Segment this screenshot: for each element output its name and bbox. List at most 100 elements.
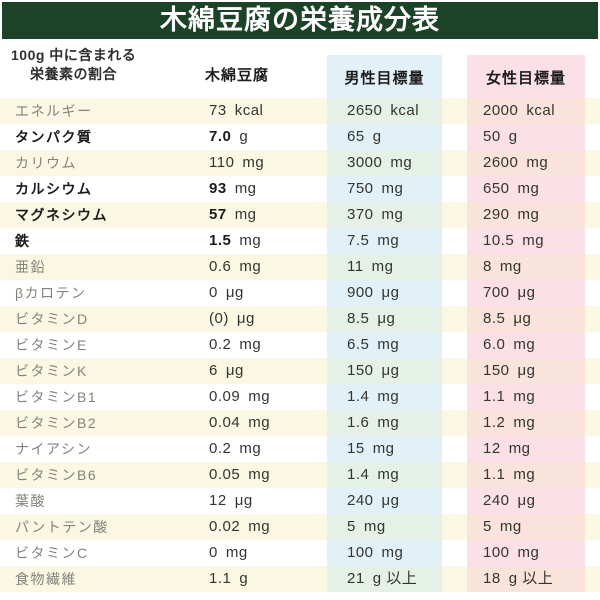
male-target-cell: 150 μg — [327, 358, 442, 384]
female-target-cell: 150 μg — [467, 358, 585, 384]
nutrient-label: カルシウム — [15, 181, 93, 197]
female-target-cell: 12 mg — [467, 436, 585, 462]
nutrient-label: ビタミンB6 — [15, 467, 98, 483]
nutrient-label: ナイアシン — [15, 441, 92, 457]
value-unit: mg — [248, 414, 271, 431]
value-unit: mg — [517, 180, 540, 197]
value-number: 10.5 — [483, 232, 515, 249]
tofu-value-cell: 0.2 mg — [209, 332, 261, 358]
value-unit: μg — [234, 492, 253, 509]
value-unit: mg — [239, 232, 262, 249]
value-unit: mg — [372, 440, 395, 457]
value-number: 0.2 — [209, 440, 232, 457]
nutrient-label: 食物繊維 — [15, 571, 77, 587]
value-number: 2000 — [483, 102, 519, 119]
table-row: ビタミンB6 0.05 mg 1.4 mg 1.1 mg — [0, 462, 600, 488]
value-unit: mg — [526, 154, 549, 171]
value-unit: g — [239, 128, 249, 145]
value-unit: kcal — [234, 102, 264, 119]
tofu-value-cell: 73 kcal — [209, 98, 263, 124]
value-number: 5 — [347, 518, 356, 535]
value-number: 110 — [209, 154, 235, 171]
value-number: 6.5 — [347, 336, 370, 353]
value-unit: g 以上 — [508, 570, 554, 587]
male-target-cell: 1.4 mg — [327, 462, 442, 488]
nutrient-label: ビタミンK — [15, 363, 88, 379]
nutrient-label: 葉酸 — [15, 493, 46, 509]
value-unit: μg — [513, 310, 532, 327]
value-number: 6.0 — [483, 336, 506, 353]
male-target-cell: 21 g 以上 — [327, 566, 442, 592]
value-number: 700 — [483, 284, 510, 301]
value-number: 50 — [483, 128, 501, 145]
nutrient-label: ビタミンE — [15, 337, 88, 353]
value-unit: mg — [381, 544, 404, 561]
female-target-cell: 650 mg — [467, 176, 585, 202]
value-unit: mg — [517, 544, 540, 561]
tofu-value-cell: 7.0 g — [209, 124, 248, 150]
value-number: 2600 — [483, 154, 519, 171]
nutrient-header-line1: 100g 中に含まれる — [11, 47, 137, 63]
value-number: 21 — [347, 570, 365, 587]
table-row: 鉄 1.5 mg 7.5 mg 10.5 mg — [0, 228, 600, 254]
value-number: 240 — [347, 492, 374, 509]
value-unit: μg — [381, 492, 400, 509]
value-number: 0.05 — [209, 466, 241, 483]
value-unit: mg — [513, 466, 536, 483]
value-unit: mg — [513, 414, 536, 431]
value-number: 370 — [347, 206, 374, 223]
value-unit: mg — [381, 180, 404, 197]
table-row: ビタミンB2 0.04 mg 1.6 mg 1.2 mg — [0, 410, 600, 436]
value-unit: μg — [381, 362, 400, 379]
male-target-cell: 900 μg — [327, 280, 442, 306]
value-unit: μg — [377, 310, 396, 327]
value-number: 1.2 — [483, 414, 506, 431]
table-row: ビタミンE 0.2 mg 6.5 mg 6.0 mg — [0, 332, 600, 358]
table-row: ビタミンD (0) μg 8.5 μg 8.5 μg — [0, 306, 600, 332]
tofu-value-cell: 1.1 g — [209, 566, 248, 592]
male-target-cell: 6.5 mg — [327, 332, 442, 358]
value-number: 5 — [483, 518, 492, 535]
nutrient-label: ビタミンC — [15, 545, 89, 561]
value-number: 93 — [209, 180, 227, 197]
value-unit: g 以上 — [372, 570, 418, 587]
female-target-cell: 8.5 μg — [467, 306, 585, 332]
value-number: 0.02 — [209, 518, 241, 535]
female-target-cell: 5 mg — [467, 514, 585, 540]
value-unit: mg — [499, 518, 522, 535]
nutrient-label: タンパク質 — [15, 129, 93, 145]
tofu-value-cell: 57 mg — [209, 202, 257, 228]
value-unit: mg — [377, 414, 400, 431]
value-unit: mg — [499, 258, 522, 275]
value-number: 0.09 — [209, 388, 241, 405]
value-unit: mg — [242, 154, 265, 171]
value-unit: μg — [381, 284, 400, 301]
tofu-value-cell: 6 μg — [209, 358, 244, 384]
female-target-cell: 290 mg — [467, 202, 585, 228]
nutrient-label: 亜鉛 — [15, 259, 46, 275]
value-number: 1.5 — [209, 232, 232, 249]
male-target-cell: 3000 mg — [327, 150, 442, 176]
value-number: 0.6 — [209, 258, 232, 275]
male-target-cell: 750 mg — [327, 176, 442, 202]
value-number: 8.5 — [483, 310, 506, 327]
value-unit: μg — [517, 492, 536, 509]
male-target-cell: 15 mg — [327, 436, 442, 462]
value-number: 1.1 — [483, 466, 506, 483]
value-unit: μg — [225, 284, 244, 301]
value-unit: g — [372, 128, 382, 145]
value-number: 0.04 — [209, 414, 241, 431]
table-row: βカロテン 0 μg 900 μg 700 μg — [0, 280, 600, 306]
female-target-cell: 2000 kcal — [467, 98, 585, 124]
female-target-cell: 6.0 mg — [467, 332, 585, 358]
table-row: エネルギー 73 kcal 2650 kcal 2000 kcal — [0, 98, 600, 124]
male-target-cell: 7.5 mg — [327, 228, 442, 254]
female-target-cell: 1.1 mg — [467, 384, 585, 410]
value-unit: mg — [239, 336, 262, 353]
page-title: 木綿豆腐の栄養成分表 — [160, 5, 440, 35]
table-row: 亜鉛 0.6 mg 11 mg 8 mg — [0, 254, 600, 280]
value-unit: mg — [390, 154, 413, 171]
male-target-cell: 11 mg — [327, 254, 442, 280]
value-unit: mg — [371, 258, 394, 275]
value-unit: mg — [234, 206, 257, 223]
